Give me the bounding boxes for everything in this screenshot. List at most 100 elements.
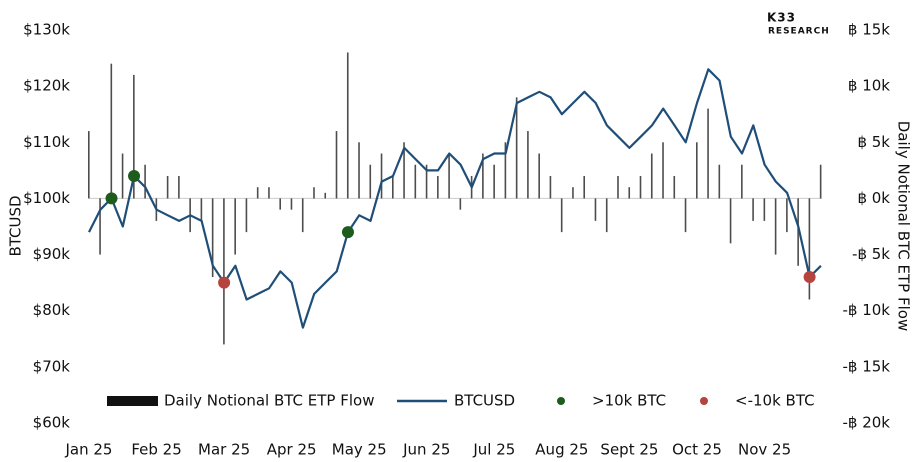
x-tick-label: Feb 25 — [131, 441, 181, 459]
y-tick-label: $70k — [33, 357, 71, 375]
flow-bar — [662, 142, 664, 199]
flow-bar — [527, 131, 529, 199]
y2-tick-label: ฿ 10k — [848, 77, 890, 95]
x-tick-label: Nov 25 — [738, 441, 791, 459]
legend-label: Daily Notional BTC ETP Flow — [164, 392, 375, 410]
flow-bar — [459, 198, 462, 210]
flow-bar — [572, 187, 574, 199]
flow-bar — [313, 187, 315, 199]
flow-bar — [110, 63, 113, 199]
flow-bar — [346, 52, 349, 199]
y2-axis-label: Daily Notional BTC ETP Flow — [895, 121, 913, 332]
flow-bar — [256, 187, 259, 199]
flow-bar — [437, 175, 439, 199]
legend-swatch — [700, 397, 708, 405]
flow-bar — [808, 198, 811, 300]
flow-bar — [211, 198, 214, 278]
flow-bar — [425, 164, 428, 199]
flow-bar — [538, 153, 540, 199]
flow-bar — [515, 97, 518, 199]
legend-label: BTCUSD — [454, 392, 515, 410]
y-axis-label: BTCUSD — [7, 195, 25, 256]
flow-dot — [105, 192, 118, 205]
y2-tick-label: -฿ 5k — [852, 245, 890, 263]
flow-bar — [639, 175, 642, 199]
flow-bar — [628, 187, 631, 199]
flow-bar — [200, 198, 203, 221]
x-tick-label: Jun 25 — [402, 441, 450, 459]
flow-bar — [729, 198, 732, 244]
flow-bar — [696, 142, 698, 199]
flow-bar — [166, 175, 169, 199]
x-tick-label: Mar 25 — [198, 441, 250, 459]
flow-bar — [707, 108, 709, 199]
flow-bar — [482, 153, 484, 199]
x-tick-label: Jan 25 — [65, 441, 113, 459]
y-tick-label: $60k — [33, 414, 71, 432]
flow-bar — [358, 142, 360, 199]
flow-bar — [414, 164, 417, 199]
x-tick-label: Sept 25 — [600, 441, 658, 459]
flow-bar — [493, 164, 495, 199]
flow-bar — [380, 153, 383, 199]
y2-tick-label: ฿ 5k — [857, 133, 890, 151]
flow-bar — [549, 175, 552, 199]
flow-bar — [99, 198, 101, 255]
flow-bar — [650, 153, 653, 199]
flow-bar — [560, 198, 563, 233]
y-tick-label: $120k — [23, 77, 70, 95]
brand-sub: RESEARCH — [768, 27, 830, 37]
flow-dot — [341, 226, 354, 239]
y-tick-label: $130k — [23, 21, 70, 39]
y2-tick-label: ฿ 0k — [857, 189, 890, 207]
legend-label: <-10k BTC — [735, 392, 815, 410]
flow-bar — [819, 164, 822, 199]
flow-bar — [786, 198, 788, 233]
flow-bar — [763, 198, 766, 221]
flow-bar — [279, 198, 282, 210]
y-tick-label: $100k — [23, 189, 70, 207]
flow-bar — [178, 175, 180, 199]
flow-bar — [245, 198, 248, 233]
flow-bar — [392, 175, 394, 199]
flow-bar — [504, 142, 507, 199]
flow-bar — [403, 142, 405, 199]
y-tick-label: $80k — [33, 301, 71, 319]
y2-tick-label: ฿ 15k — [848, 21, 890, 39]
flow-bar — [324, 192, 327, 199]
flow-dot — [803, 271, 816, 284]
flow-bar — [133, 74, 135, 199]
flow-bar — [369, 164, 372, 199]
legend-label: >10k BTC — [592, 392, 666, 410]
flow-bar — [741, 164, 743, 199]
x-tick-label: Aug 25 — [535, 441, 588, 459]
y-tick-label: $110k — [23, 133, 70, 151]
flow-bar — [301, 198, 304, 233]
flow-bar — [88, 131, 90, 199]
legend-swatch — [107, 396, 158, 406]
flow-bar — [121, 153, 124, 199]
flow-bar — [605, 198, 608, 233]
flow-bar — [752, 198, 754, 221]
flow-bar — [617, 175, 619, 199]
x-tick-label: Apr 25 — [267, 441, 317, 459]
flow-bar — [223, 198, 225, 345]
y-tick-label: $90k — [33, 245, 71, 263]
flow-bar — [594, 198, 597, 221]
x-tick-label: May 25 — [332, 441, 387, 459]
flow-bar — [144, 164, 146, 199]
price-line — [88, 68, 822, 329]
y2-tick-label: -฿ 10k — [843, 301, 891, 319]
x-tick-label: Jul 25 — [472, 441, 515, 459]
flow-bar — [774, 198, 777, 255]
flow-dot — [128, 169, 141, 182]
flow-bar — [448, 153, 450, 199]
x-tick-label: Oct 25 — [672, 441, 722, 459]
brand-logo: K33 — [767, 11, 796, 25]
flow-bar — [583, 175, 586, 199]
flow-bar — [718, 164, 721, 199]
flow-bar — [797, 198, 799, 266]
legend-swatch — [557, 397, 565, 405]
flow-dot — [218, 276, 231, 289]
